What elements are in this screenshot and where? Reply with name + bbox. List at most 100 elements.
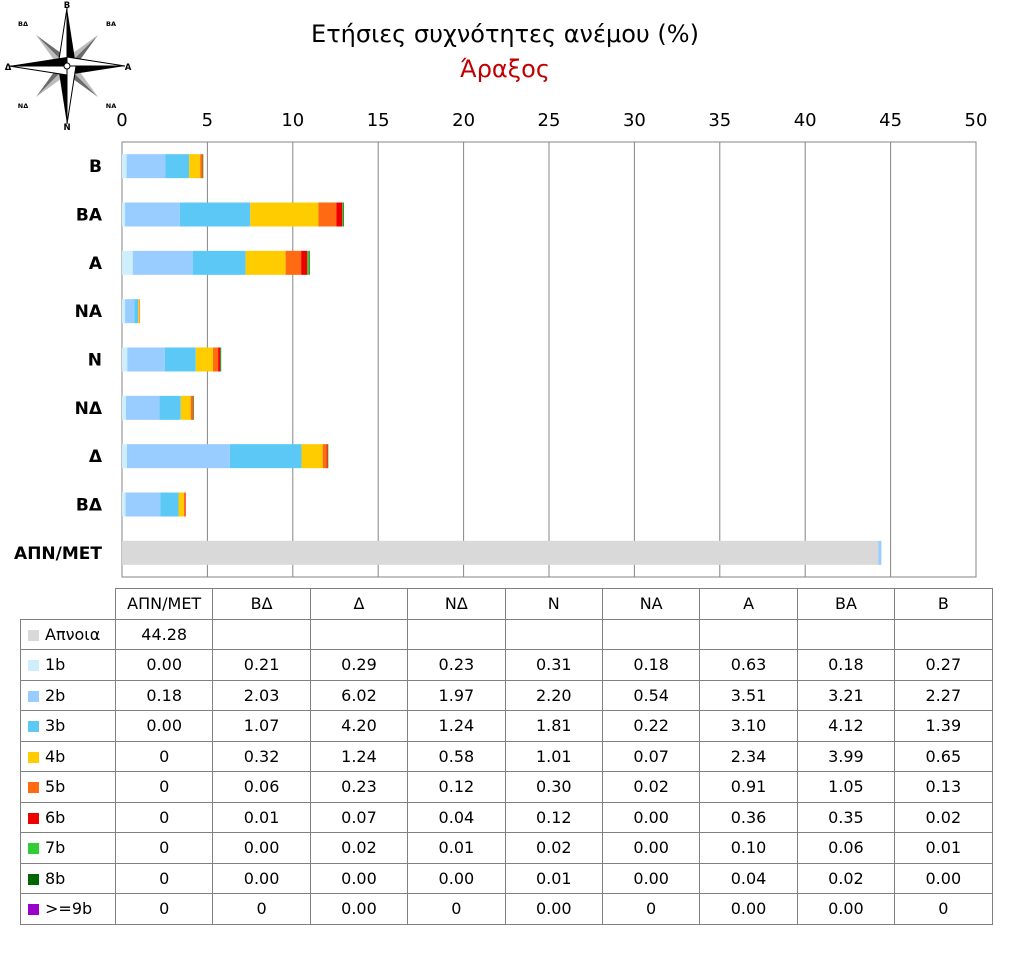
x-tick-label: 40: [794, 110, 817, 131]
x-tick-label: 50: [965, 110, 988, 131]
chart-title: Ετήσιες συχνότητες ανέμου (%): [311, 20, 699, 48]
y-tick-label: ΒΑ: [76, 206, 103, 226]
bar-segment: [200, 154, 203, 179]
table-cell: 0.00: [309, 862, 409, 894]
table-cell: 0.22: [601, 710, 701, 742]
table-cell: 0.65: [894, 740, 993, 772]
bar-segment: [164, 347, 196, 372]
bar-segment: [326, 444, 328, 469]
bar-segment: [309, 250, 310, 275]
bar-segment: [342, 202, 344, 227]
legend-entry: >=9b: [20, 893, 116, 925]
table-cell: 1.81: [504, 710, 603, 742]
x-tick-label: 20: [452, 110, 475, 131]
legend-entry: Απνοια: [20, 618, 116, 650]
bar-segment: [122, 395, 126, 420]
table-column-header: Β: [894, 588, 993, 620]
table-cell: 0.06: [796, 832, 896, 864]
table-cell: [699, 618, 798, 650]
table-cell: 0.91: [699, 771, 798, 803]
table-cell: 0.00: [212, 832, 311, 864]
table-cell: 0.58: [407, 740, 506, 772]
bar-segment: [180, 395, 191, 420]
table-cell: 0.01: [212, 801, 311, 833]
x-tick-label: 10: [281, 110, 304, 131]
bar-segment: [190, 395, 193, 420]
bar-segment: [125, 492, 161, 517]
bar-segment: [122, 250, 133, 275]
legend-entry: 3b: [20, 710, 116, 742]
legend-entry: 5b: [20, 771, 116, 803]
table-cell: 0.00: [114, 710, 214, 742]
table-cell: 0.00: [894, 862, 993, 894]
series-name: >=9b: [45, 899, 93, 919]
bar-segment: [189, 154, 201, 179]
table-cell: 1.07: [212, 710, 311, 742]
legend-swatch: [28, 721, 39, 733]
table-cell: 0.23: [407, 649, 506, 681]
legend-swatch: [28, 782, 39, 794]
table-cell: 4.20: [309, 710, 409, 742]
bar-segment: [138, 299, 140, 324]
compass-label-se: ΝΑ: [106, 102, 116, 110]
legend-swatch: [28, 660, 39, 672]
bar-segment: [184, 492, 186, 517]
table-row: 7b 0 0.00 0.02 0.01 0.02 0.00 0.10 0.06 0.01: [20, 832, 993, 864]
table-cell: 0.21: [212, 649, 311, 681]
bar-segment: [878, 540, 882, 565]
table-cell: 0.29: [309, 649, 409, 681]
table-row: 3b 0.00 1.07 4.20 1.24 1.81 0.22 3.10 4.12 1.39: [20, 710, 993, 742]
table-cell: 2.27: [894, 679, 993, 711]
series-name: 5b: [45, 777, 66, 797]
table-cell: 0: [601, 893, 701, 925]
bar-segment: [160, 492, 179, 517]
table-cell: 3.51: [699, 679, 798, 711]
table-cell: 4.12: [796, 710, 896, 742]
compass-point: [67, 66, 125, 75]
legend-swatch: [28, 843, 39, 855]
legend-entry: 2b: [20, 679, 116, 711]
table-cell: 0.00: [601, 832, 701, 864]
bar-segment: [139, 299, 140, 324]
legend-swatch: [28, 873, 39, 885]
bar-segment: [126, 444, 230, 469]
table-column-header: ΒΔ: [212, 588, 311, 620]
x-tick-label: 15: [367, 110, 390, 131]
bar-segment: [185, 492, 186, 517]
table-cell: 0.10: [699, 832, 798, 864]
bar-segment: [229, 444, 302, 469]
compass-label-ne: ΒΑ: [106, 20, 116, 28]
table-cell: [309, 618, 409, 650]
table-row: 6b 0 0.01 0.07 0.04 0.12 0.00 0.36 0.35 0.02: [20, 801, 993, 833]
bar-segment: [122, 492, 126, 517]
bar-segment: [126, 154, 166, 179]
legend-swatch: [28, 690, 39, 702]
compass-label-n: Β: [64, 1, 70, 11]
table-cell: 0.02: [796, 862, 896, 894]
table-cell: 0.01: [504, 862, 603, 894]
bar-segment: [122, 154, 127, 179]
table-cell: [212, 618, 311, 650]
compass-point: [66, 56, 126, 67]
table-cell: 0.18: [114, 679, 214, 711]
bar-segment: [192, 395, 194, 420]
legend-entry: 6b: [20, 801, 116, 833]
x-tick-label: 25: [538, 110, 561, 131]
table-cell: 6.02: [309, 679, 409, 711]
bar-segment: [179, 202, 251, 227]
table-cell: 0.32: [212, 740, 311, 772]
x-tick-label: 45: [879, 110, 902, 131]
table-corner: [20, 588, 116, 620]
table-cell: 0: [212, 893, 311, 925]
table-column-header: Δ: [309, 588, 409, 620]
table-cell: 2.03: [212, 679, 311, 711]
table-cell: 0.54: [601, 679, 701, 711]
table-cell: [601, 618, 701, 650]
table-cell: 3.99: [796, 740, 896, 772]
compass-label-sw: ΝΔ: [18, 102, 28, 110]
table-cell: 0.02: [601, 771, 701, 803]
table-cell: 3.21: [796, 679, 896, 711]
series-name: 6b: [45, 807, 66, 827]
table-cell: 44.28: [114, 618, 214, 650]
y-tick-label: ΝΑ: [75, 302, 103, 322]
